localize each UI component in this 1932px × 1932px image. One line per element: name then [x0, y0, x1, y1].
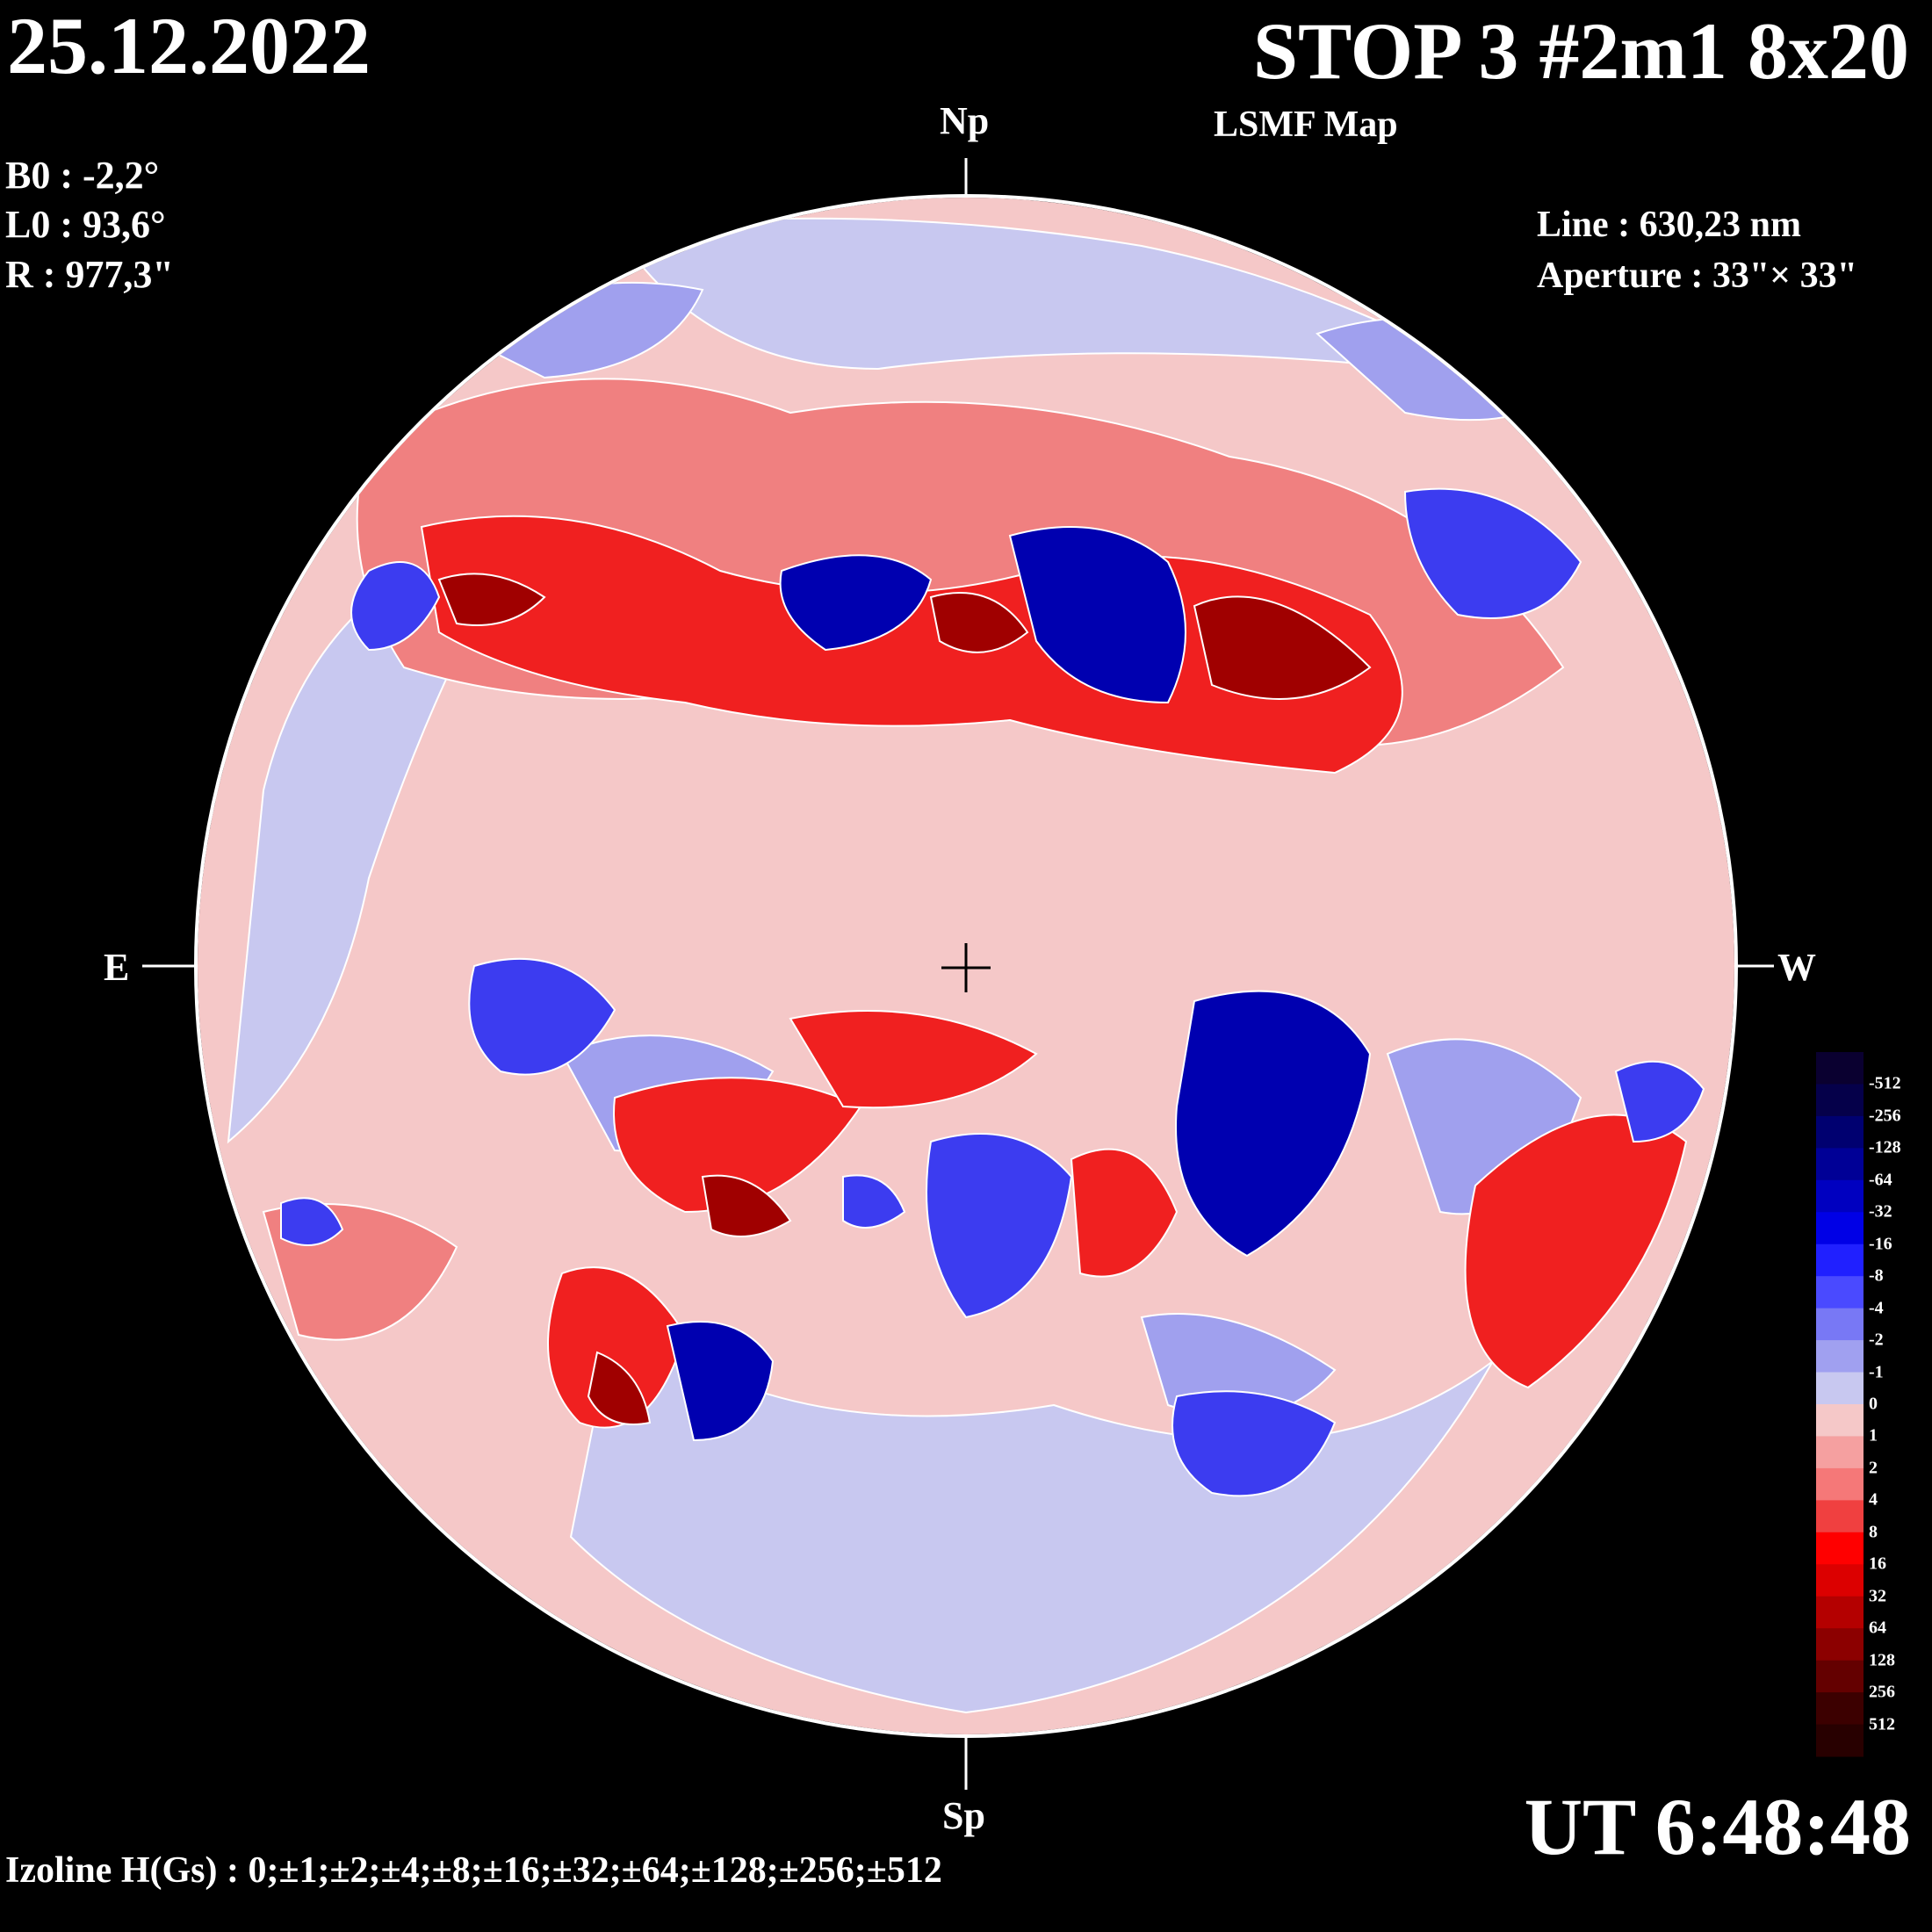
center-crosshair [941, 943, 991, 992]
colorbar-segment [1816, 1404, 1864, 1437]
param-b0: B0 : -2,2° [5, 154, 160, 197]
ut-time: UT 6:48:48 [1524, 1782, 1911, 1871]
colorbar-label: 2 [1869, 1458, 1878, 1478]
field-region [1403, 487, 1582, 619]
field-region [1614, 1060, 1705, 1143]
colorbar-label: 256 [1869, 1682, 1895, 1702]
colorbar-segment [1816, 1084, 1864, 1117]
colorbar-label: 64 [1869, 1618, 1886, 1638]
east-label: E [104, 946, 130, 989]
colorbar-label: 4 [1869, 1489, 1878, 1510]
colorbar-segment [1816, 1052, 1864, 1085]
field-region [929, 592, 1029, 653]
colorbar-segment [1816, 1436, 1864, 1469]
map-subtitle: LSMF Map [1214, 105, 1398, 145]
field-region [468, 957, 616, 1076]
field-region [701, 1174, 792, 1237]
colorbar-segment [1816, 1340, 1864, 1373]
colorbar-label: -512 [1869, 1073, 1901, 1093]
colorbar-label: -256 [1869, 1106, 1901, 1126]
field-region [280, 1197, 344, 1246]
colorbar-segment [1816, 1212, 1864, 1245]
field-region [1193, 595, 1372, 700]
field-region [1175, 990, 1372, 1258]
colorbar-label: -2 [1869, 1330, 1884, 1350]
colorbar-segment [1816, 1596, 1864, 1629]
field-region [569, 1316, 1494, 1714]
observation-date: 25.12.2022 [7, 1, 371, 90]
colorbar-segment [1816, 1564, 1864, 1597]
colorbar-label: 1 [1869, 1425, 1878, 1445]
colorbar-label: -4 [1869, 1298, 1884, 1318]
field-region [1464, 1114, 1688, 1389]
colorbar-label: 0 [1869, 1394, 1878, 1414]
field-region [350, 561, 441, 652]
colorbar-segment [1816, 1467, 1864, 1501]
param-r: R : 977,3" [5, 253, 174, 296]
colorbar-label: -8 [1869, 1265, 1884, 1286]
field-region [1008, 526, 1186, 704]
colorbar-segment [1816, 1724, 1864, 1757]
colorbar-segment [1816, 1244, 1864, 1277]
colorbar-segment [1816, 1628, 1864, 1662]
field-region [842, 1174, 906, 1229]
colorbar-segment [1816, 1532, 1864, 1565]
colorbar-label: -32 [1869, 1201, 1892, 1222]
field-region [789, 1010, 1038, 1109]
colorbar-label: -16 [1869, 1234, 1892, 1254]
west-label: W [1777, 946, 1816, 989]
colorbar-label: 8 [1869, 1522, 1878, 1542]
map-title: STOP 3 #2m1 8x20 [1252, 6, 1909, 96]
field-region [926, 1133, 1073, 1319]
field-region [1070, 1148, 1179, 1278]
colorbar-label: -1 [1869, 1362, 1884, 1382]
field-region [779, 554, 933, 652]
colorbar-segment [1816, 1500, 1864, 1533]
colorbar-segment [1816, 1660, 1864, 1693]
south-pole-label: Sp [942, 1794, 985, 1837]
instrument-aperture: Aperture : 33"× 33" [1537, 256, 1857, 296]
colorbar-segment [1816, 1692, 1864, 1726]
colorbar-label: -128 [1869, 1137, 1901, 1157]
colorbar-segment [1816, 1148, 1864, 1181]
field-region [613, 1077, 862, 1214]
field-region [1171, 1390, 1337, 1497]
colorbar-segment [1816, 1179, 1864, 1213]
colorbar-label: 512 [1869, 1714, 1895, 1734]
colorbar-segment [1816, 1115, 1864, 1149]
colorbar-label: -64 [1869, 1170, 1892, 1190]
colorbar-segment [1816, 1372, 1864, 1405]
colorbar-label: 16 [1869, 1554, 1886, 1574]
field-region [437, 573, 546, 626]
colorbar-label: 128 [1869, 1650, 1895, 1670]
izoline-legend: Izoline H(Gs) : 0;±1;±2;±4;±8;±16;±32;±6… [5, 1850, 942, 1891]
instrument-line: Line : 630,23 nm [1537, 205, 1802, 245]
field-region [666, 1321, 775, 1442]
colorbar-segment [1816, 1276, 1864, 1309]
field-region [587, 1351, 652, 1425]
north-pole-label: Np [940, 99, 990, 142]
colorbar [1816, 1052, 1864, 1757]
colorbar-label: 32 [1869, 1586, 1886, 1606]
colorbar-segment [1816, 1308, 1864, 1341]
param-l0: L0 : 93,6° [5, 203, 166, 246]
